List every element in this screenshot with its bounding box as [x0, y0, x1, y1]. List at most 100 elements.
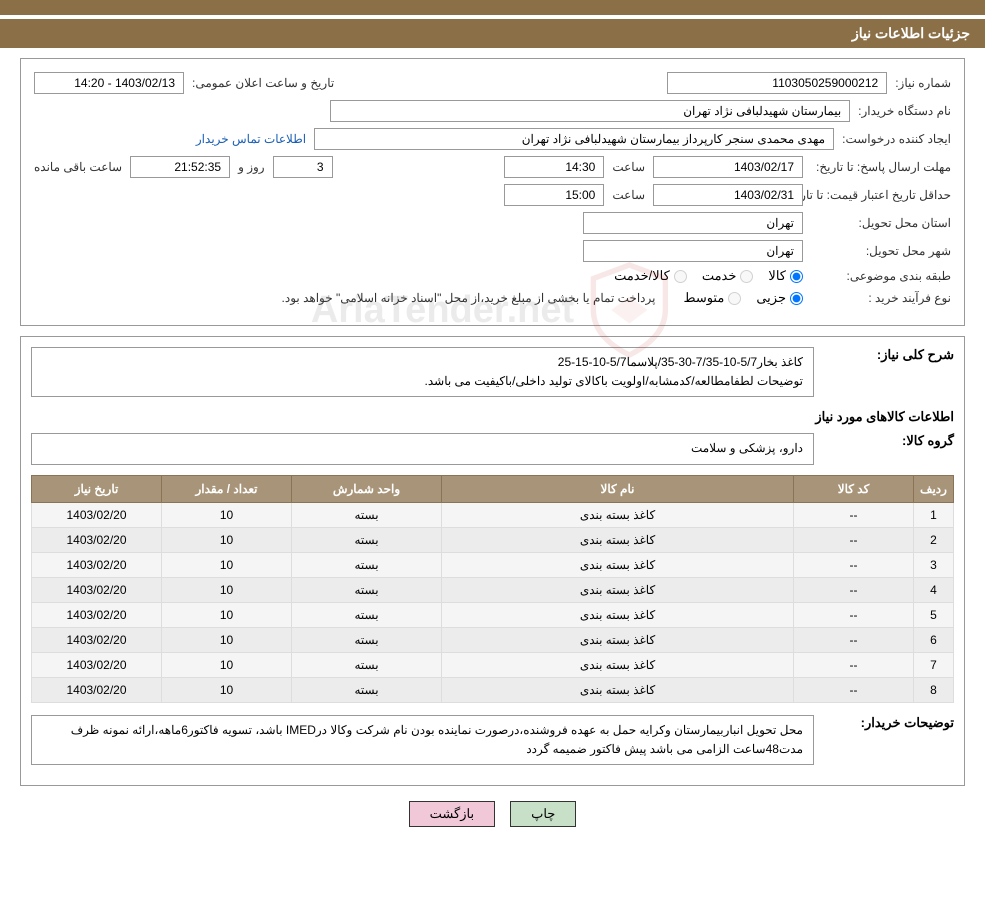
table-cell: --: [794, 577, 914, 602]
table-cell: بسته: [292, 502, 442, 527]
buyer-notes-field: محل تحویل انباربیمارستان وکرایه حمل به ع…: [31, 715, 814, 765]
table-cell: بسته: [292, 652, 442, 677]
general-desc-field: کاغذ بخار5/7-10-7/35-30-35/پلاسما5/7-10-…: [31, 347, 814, 397]
table-cell: کاغذ بسته بندی: [442, 552, 794, 577]
table-row: 1--کاغذ بسته بندیبسته101403/02/20: [32, 502, 954, 527]
table-cell: 1403/02/20: [32, 677, 162, 702]
top-accent-bar: [0, 0, 985, 15]
table-cell: 10: [162, 527, 292, 552]
table-cell: بسته: [292, 677, 442, 702]
deadline-label: مهلت ارسال پاسخ: تا تاریخ:: [811, 160, 951, 174]
th-name: نام کالا: [442, 475, 794, 502]
table-cell: --: [794, 677, 914, 702]
table-cell: بسته: [292, 627, 442, 652]
table-cell: 4: [914, 577, 954, 602]
radio-service[interactable]: خدمت: [702, 268, 754, 284]
table-cell: 8: [914, 677, 954, 702]
province-label: استان محل تحویل:: [811, 216, 951, 230]
th-code: کد کالا: [794, 475, 914, 502]
table-cell: کاغذ بسته بندی: [442, 677, 794, 702]
requester-label: ایجاد کننده درخواست:: [842, 132, 951, 146]
table-cell: 1403/02/20: [32, 502, 162, 527]
time-label-2: ساعت: [612, 188, 645, 202]
table-row: 6--کاغذ بسته بندیبسته101403/02/20: [32, 627, 954, 652]
radio-medium[interactable]: متوسط: [683, 290, 741, 306]
process-radio-group: جزیی متوسط: [683, 290, 803, 306]
province-field: تهران: [583, 212, 803, 234]
info-panel: شماره نیاز: 1103050259000212 تاریخ و ساع…: [20, 58, 965, 326]
table-cell: 2: [914, 527, 954, 552]
days-remaining-field: 3: [273, 156, 333, 178]
validity-time-field: 15:00: [504, 184, 604, 206]
radio-goods[interactable]: کالا: [768, 268, 803, 284]
deadline-time-field: 14:30: [504, 156, 604, 178]
announce-datetime-field: 1403/02/13 - 14:20: [34, 72, 184, 94]
table-cell: 10: [162, 627, 292, 652]
deadline-date-field: 1403/02/17: [653, 156, 803, 178]
th-date: تاریخ نیاز: [32, 475, 162, 502]
countdown-field: 21:52:35: [130, 156, 230, 178]
need-number-label: شماره نیاز:: [895, 76, 951, 90]
contact-link[interactable]: اطلاعات تماس خریدار: [196, 132, 306, 146]
table-cell: بسته: [292, 602, 442, 627]
table-cell: 1403/02/20: [32, 652, 162, 677]
buyer-notes-label: توضیحات خریدار:: [824, 715, 954, 765]
table-cell: 1: [914, 502, 954, 527]
time-label-1: ساعت: [612, 160, 645, 174]
print-button[interactable]: چاپ: [510, 801, 576, 827]
radio-medium-input[interactable]: [728, 292, 741, 305]
table-cell: --: [794, 552, 914, 577]
table-row: 8--کاغذ بسته بندیبسته101403/02/20: [32, 677, 954, 702]
table-cell: 10: [162, 577, 292, 602]
table-row: 2--کاغذ بسته بندیبسته101403/02/20: [32, 527, 954, 552]
days-and-label: روز و: [238, 160, 265, 174]
table-row: 7--کاغذ بسته بندیبسته101403/02/20: [32, 652, 954, 677]
table-cell: بسته: [292, 527, 442, 552]
table-cell: 6: [914, 627, 954, 652]
buttons-row: چاپ بازگشت: [0, 801, 985, 827]
need-number-field: 1103050259000212: [667, 72, 887, 94]
category-label: طبقه بندی موضوعی:: [811, 269, 951, 283]
page-title: جزئیات اطلاعات نیاز: [852, 25, 970, 41]
table-cell: --: [794, 502, 914, 527]
group-field: دارو، پزشکی و سلامت: [31, 433, 814, 464]
th-row: ردیف: [914, 475, 954, 502]
table-cell: کاغذ بسته بندی: [442, 602, 794, 627]
radio-service-input[interactable]: [740, 270, 753, 283]
radio-goods-service-input[interactable]: [674, 270, 687, 283]
radio-partial[interactable]: جزیی: [756, 290, 803, 306]
table-cell: بسته: [292, 552, 442, 577]
back-button[interactable]: بازگشت: [409, 801, 495, 827]
table-cell: 10: [162, 602, 292, 627]
table-row: 3--کاغذ بسته بندیبسته101403/02/20: [32, 552, 954, 577]
items-section-title: اطلاعات کالاهای مورد نیاز: [31, 409, 954, 425]
category-radio-group: کالا خدمت کالا/خدمت: [614, 268, 803, 284]
description-panel: شرح کلی نیاز: کاغذ بخار5/7-10-7/35-30-35…: [20, 336, 965, 786]
radio-goods-input[interactable]: [790, 270, 803, 283]
th-qty: تعداد / مقدار: [162, 475, 292, 502]
table-row: 5--کاغذ بسته بندیبسته101403/02/20: [32, 602, 954, 627]
requester-field: مهدی محمدی سنجر کارپرداز بیمارستان شهیدل…: [314, 128, 834, 150]
table-cell: --: [794, 627, 914, 652]
table-cell: 1403/02/20: [32, 552, 162, 577]
table-cell: کاغذ بسته بندی: [442, 652, 794, 677]
validity-label: حداقل تاریخ اعتبار قیمت: تا تاریخ:: [811, 188, 951, 202]
page-header: جزئیات اطلاعات نیاز: [0, 19, 985, 48]
table-cell: 1403/02/20: [32, 527, 162, 552]
general-desc-label: شرح کلی نیاز:: [824, 347, 954, 397]
table-cell: --: [794, 527, 914, 552]
table-cell: 1403/02/20: [32, 627, 162, 652]
table-cell: 5: [914, 602, 954, 627]
table-cell: 10: [162, 502, 292, 527]
radio-partial-input[interactable]: [790, 292, 803, 305]
table-cell: کاغذ بسته بندی: [442, 627, 794, 652]
table-cell: --: [794, 602, 914, 627]
city-field: تهران: [583, 240, 803, 262]
radio-goods-service[interactable]: کالا/خدمت: [614, 268, 687, 284]
table-cell: 1403/02/20: [32, 577, 162, 602]
process-type-label: نوع فرآیند خرید :: [811, 291, 951, 305]
table-row: 4--کاغذ بسته بندیبسته101403/02/20: [32, 577, 954, 602]
buyer-org-label: نام دستگاه خریدار:: [858, 104, 951, 118]
table-cell: 10: [162, 652, 292, 677]
table-cell: 7: [914, 652, 954, 677]
